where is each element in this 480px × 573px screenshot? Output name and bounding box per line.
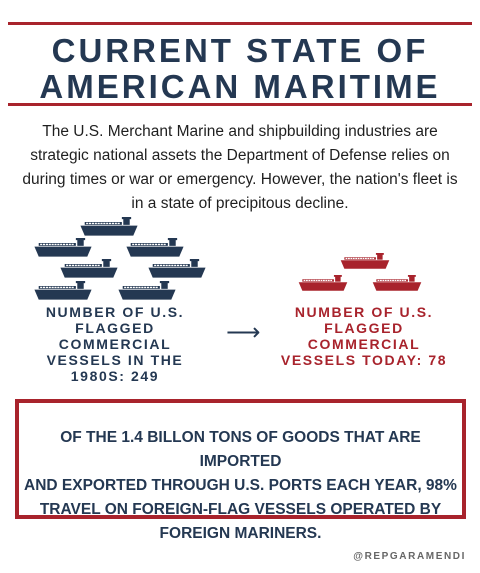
callout-text: OF THE 1.4 BILLON TONS OF GOODS THAT ARE…: [19, 426, 462, 546]
current-fleet-label-line: VESSELS TODAY: 78: [280, 352, 448, 368]
cargo-ship-icon: [140, 259, 214, 279]
callout-line: AND EXPORTED THROUGH U.S. PORTS EACH YEA…: [24, 477, 457, 494]
past-fleet-label-line: COMMERCIAL: [58, 336, 172, 352]
arrow-right-icon: ⟶: [226, 319, 261, 346]
intro-line: strategic national assets the Department…: [30, 147, 450, 164]
cargo-ship-icon: [118, 238, 192, 258]
past-fleet-label-line: FLAGGED: [75, 320, 155, 336]
callout-line: FOREIGN MARINERS.: [159, 525, 322, 542]
social-handle: @REPGARAMENDI: [353, 551, 466, 562]
cargo-ship-icon: [366, 275, 428, 292]
callout-line: TRAVEL ON FOREIGN-FLAG VESSELS OPERATED …: [39, 501, 442, 518]
intro-line: The U.S. Merchant Marine and shipbuildin…: [42, 123, 438, 140]
intro-line: in a state of precipitous decline.: [131, 195, 349, 212]
intro-paragraph: The U.S. Merchant Marine and shipbuildin…: [4, 120, 476, 216]
cargo-ship-icon: [52, 259, 126, 279]
cargo-ship-icon: [292, 275, 354, 292]
current-fleet-label: NUMBER OF U.S. FLAGGED COMMERCIAL VESSEL…: [266, 304, 462, 368]
bottom-divider: [8, 103, 472, 106]
cargo-ship-icon: [72, 217, 146, 237]
past-fleet-label-line: 1980S: 249: [70, 368, 160, 384]
current-fleet-label-line: COMMERCIAL: [307, 336, 421, 352]
cargo-ship-icon: [26, 238, 100, 258]
callout-box: [15, 399, 466, 519]
current-fleet-label-line: FLAGGED: [324, 320, 404, 336]
past-fleet-label: NUMBER OF U.S. FLAGGED COMMERCIAL VESSEL…: [14, 304, 216, 384]
current-fleet-label-line: NUMBER OF U.S.: [294, 304, 434, 320]
cargo-ship-icon: [110, 281, 184, 301]
page-title-line-1: CURRENT STATE OF: [51, 32, 429, 69]
cargo-ship-icon: [334, 253, 396, 270]
top-divider: [8, 22, 472, 25]
callout-line: OF THE 1.4 BILLON TONS OF GOODS THAT ARE…: [60, 429, 421, 470]
past-fleet-label-line: NUMBER OF U.S.: [45, 304, 185, 320]
cargo-ship-icon: [26, 281, 100, 301]
past-fleet-label-line: VESSELS IN THE: [46, 352, 184, 368]
page-title-line-2: AMERICAN MARITIME: [39, 68, 441, 105]
intro-line: during times or war or emergency. Howeve…: [22, 171, 458, 188]
